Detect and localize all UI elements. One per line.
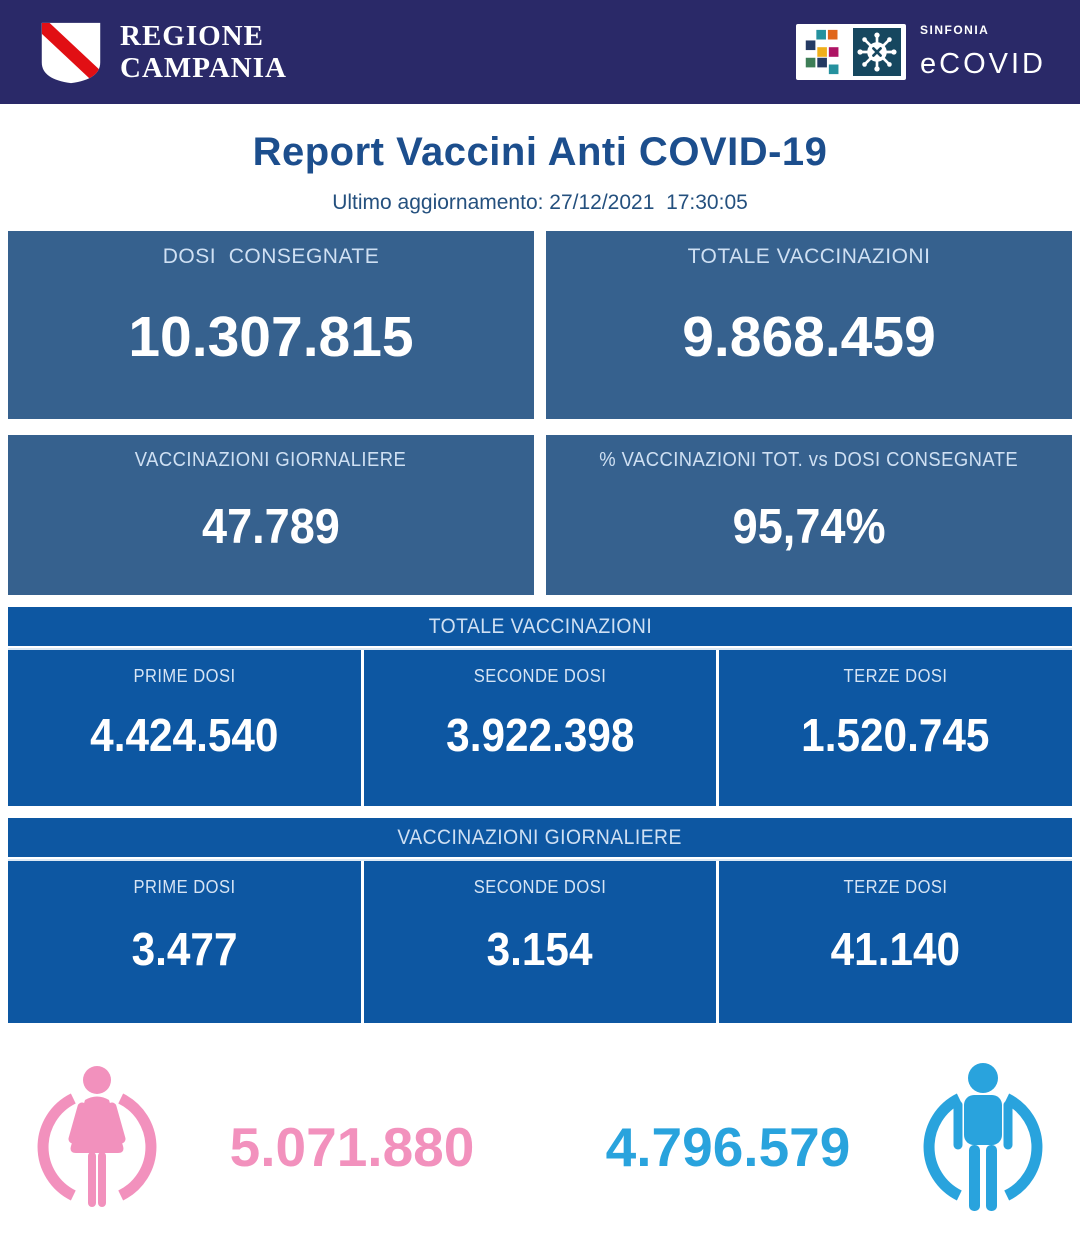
cell-label: PRIME DOSI bbox=[133, 666, 236, 686]
section-cells: PRIME DOSI 3.477 SECONDE DOSI 3.154 TERZ… bbox=[8, 859, 1072, 1023]
female-icon bbox=[37, 1066, 157, 1207]
male-total: 4.796.579 bbox=[605, 1116, 851, 1178]
kpi-value: 10.307.815 bbox=[128, 305, 414, 369]
kpi-row-2: VACCINAZIONI GIORNALIERE 47.789 % VACCIN… bbox=[8, 435, 1072, 595]
sinfonia-wordmark: SINFONIA eCOVID bbox=[920, 23, 1046, 81]
section-vaccinazioni-giornaliere: VACCINAZIONI GIORNALIERE PRIME DOSI 3.47… bbox=[8, 818, 1072, 1023]
sinfonia-ecovid-logo: SINFONIA eCOVID bbox=[796, 23, 1046, 81]
female-total: 5.071.880 bbox=[229, 1116, 475, 1178]
brand-name: REGIONE CAMPANIA bbox=[120, 20, 287, 84]
cell-label: SECONDE DOSI bbox=[473, 666, 607, 686]
campania-shield-icon bbox=[41, 22, 101, 84]
cell-seconde-dosi: SECONDE DOSI 3.922.398 bbox=[363, 650, 717, 806]
report-body: DOSI CONSEGNATE 10.307.815 TOTALE VACCIN… bbox=[0, 231, 1080, 1235]
male-icon bbox=[923, 1063, 1043, 1211]
cell-seconde-dosi: SECONDE DOSI 3.154 bbox=[363, 861, 717, 1023]
kpi-label: VACCINAZIONI GIORNALIERE bbox=[135, 449, 407, 471]
sinfonia-logo-box bbox=[796, 24, 907, 80]
brand-line1: REGIONE bbox=[120, 20, 264, 52]
section-totale-vaccinazioni: TOTALE VACCINAZIONI PRIME DOSI 4.424.540… bbox=[8, 607, 1072, 806]
section-cells: PRIME DOSI 4.424.540 SECONDE DOSI 3.922.… bbox=[8, 648, 1072, 806]
sinfonia-s-icon bbox=[805, 29, 838, 75]
cell-value: 1.520.745 bbox=[801, 708, 990, 761]
header-bar: REGIONE CAMPANIA bbox=[0, 0, 1080, 104]
section-title: VACCINAZIONI GIORNALIERE bbox=[8, 818, 1072, 857]
kpi-dosi-consegnate: DOSI CONSEGNATE 10.307.815 bbox=[8, 231, 534, 419]
kpi-percent-vs-dosi: % VACCINAZIONI TOT. vs DOSI CONSEGNATE 9… bbox=[546, 435, 1072, 595]
kpi-label: DOSI CONSEGNATE bbox=[162, 245, 380, 268]
cell-value: 4.424.540 bbox=[90, 708, 279, 761]
gender-totals: 5.071.880 4.796.579 bbox=[8, 1059, 1072, 1235]
cell-terze-dosi: TERZE DOSI 41.140 bbox=[719, 861, 1072, 1023]
kpi-value: 9.868.459 bbox=[682, 305, 936, 369]
kpi-vaccinazioni-giornaliere: VACCINAZIONI GIORNALIERE 47.789 bbox=[8, 435, 534, 595]
cell-label: TERZE DOSI bbox=[843, 666, 948, 686]
cell-value: 41.140 bbox=[830, 922, 961, 975]
cell-label: PRIME DOSI bbox=[133, 877, 236, 897]
page-title: Report Vaccini Anti COVID-19 bbox=[252, 130, 828, 174]
kpi-totale-vaccinazioni: TOTALE VACCINAZIONI 9.868.459 bbox=[546, 231, 1072, 419]
cell-label: SECONDE DOSI bbox=[473, 877, 607, 897]
cell-prime-dosi: PRIME DOSI 3.477 bbox=[8, 861, 361, 1023]
kpi-value: 47.789 bbox=[202, 499, 340, 554]
kpi-row-1: DOSI CONSEGNATE 10.307.815 TOTALE VACCIN… bbox=[8, 231, 1072, 419]
kpi-label: TOTALE VACCINAZIONI bbox=[687, 245, 931, 268]
regione-campania-logo: REGIONE CAMPANIA bbox=[38, 18, 287, 86]
cell-prime-dosi: PRIME DOSI 4.424.540 bbox=[8, 650, 361, 806]
last-update-text: Ultimo aggiornamento: 27/12/2021 17:30:0… bbox=[332, 191, 748, 214]
cell-label: TERZE DOSI bbox=[843, 877, 948, 897]
virus-icon bbox=[852, 28, 901, 76]
ecovid-label: eCOVID bbox=[920, 48, 1046, 80]
cell-value: 3.477 bbox=[131, 922, 238, 975]
kpi-value: 95,74% bbox=[732, 499, 886, 554]
brand-line2: CAMPANIA bbox=[120, 52, 287, 84]
cell-terze-dosi: TERZE DOSI 1.520.745 bbox=[719, 650, 1072, 806]
section-title: TOTALE VACCINAZIONI bbox=[8, 607, 1072, 646]
sinfonia-label: SINFONIA bbox=[920, 23, 990, 37]
kpi-label: % VACCINAZIONI TOT. vs DOSI CONSEGNATE bbox=[599, 449, 1019, 471]
cell-value: 3.154 bbox=[487, 922, 593, 975]
cell-value: 3.922.398 bbox=[445, 708, 635, 761]
